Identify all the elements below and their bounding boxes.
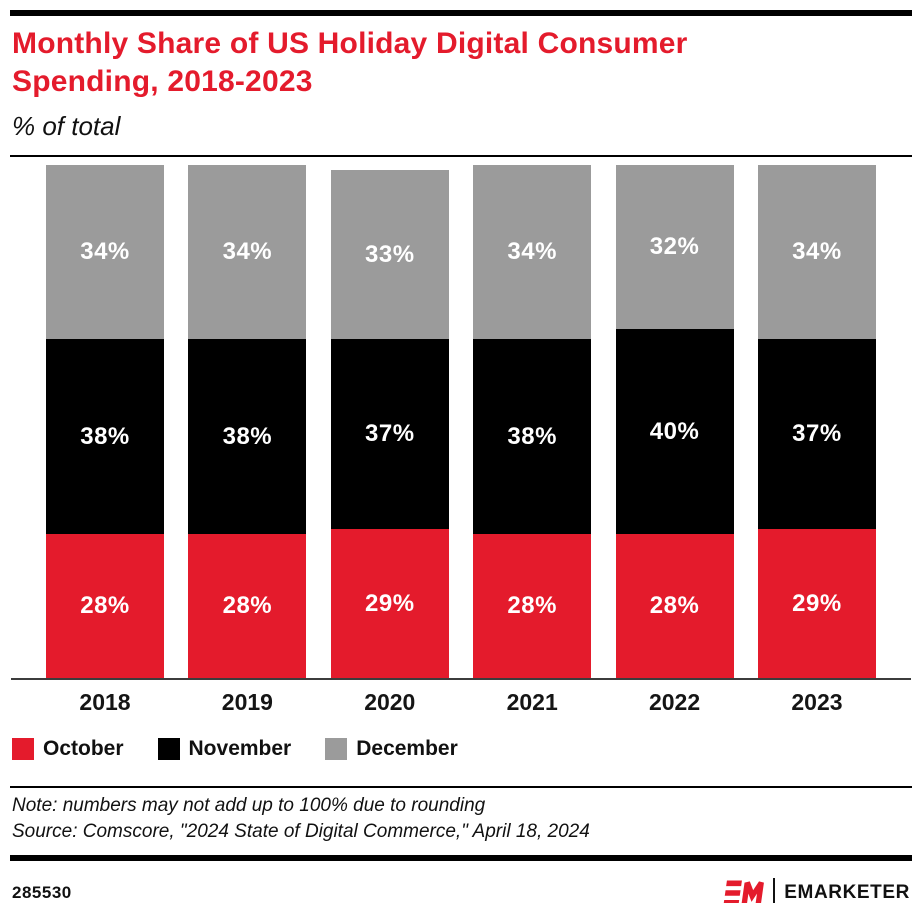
segment-december-2019: 34% [188,165,307,339]
bar-2022: 32% 40% 28% [615,165,734,678]
bar-2018: 34% 38% 28% [46,165,164,678]
logo-divider [772,877,776,903]
segment-november-2023: 37% [757,339,876,529]
data-label: 37% [365,420,415,447]
segment-october-2018: 28% [46,534,164,678]
bar-2023: 34% 37% 29% [757,165,876,678]
x-label-2018: 2018 [79,689,131,715]
data-label: 38% [222,422,273,450]
data-label: 34% [792,238,842,265]
legend-swatch-december [325,738,348,760]
note-text: Note: numbers may not add up to 100% due… [12,795,486,816]
bars: 34% 38% 28% 34% 38% 28% 33% 37% 29% 34% 38% 28% 32% 4… [11,165,911,680]
segment-december-2022: 32% [615,165,734,329]
data-label: 37% [792,420,842,447]
segment-november-2019: 38% [188,339,307,534]
top-rule [10,10,912,16]
segment-december-2020: 33% [330,170,449,339]
legend-item-november: November [157,737,292,761]
segment-november-2018: 38% [46,339,164,534]
data-label: 38% [80,422,130,450]
footer: 285530 EMARKETER [10,876,912,903]
segment-october-2021: 28% [473,534,592,678]
segment-october-2020: 29% [330,529,449,678]
segment-october-2022: 28% [615,534,734,678]
stacked-bar-chart: 34% 38% 28% 34% 38% 28% 33% 37% 29% 34% 38% 28% 32% 4… [10,165,912,716]
data-label: 34% [80,238,130,265]
x-axis-labels: 2018 2019 2020 2021 2022 2023 [11,680,911,716]
x-label-2022: 2022 [648,689,701,715]
bar-2019: 34% 38% 28% [188,165,307,678]
header-divider [10,155,912,157]
data-label: 38% [507,422,557,450]
segment-october-2019: 28% [188,534,307,678]
x-label-2023: 2023 [791,689,843,715]
footnote: Note: numbers may not add up to 100% due… [10,786,912,852]
segment-october-2023: 29% [757,529,876,678]
data-label: 28% [507,592,557,619]
x-label-2021: 2021 [506,689,558,715]
source-text: Source: Comscore, "2024 State of Digital… [12,821,590,842]
data-label: 29% [792,589,842,617]
bar-2020: 33% 37% 29% [330,170,449,678]
segment-december-2023: 34% [757,165,876,339]
legend-label-november: November [188,737,292,760]
legend-swatch-november [157,738,180,760]
emarketer-logo-icon [723,880,764,903]
bottom-rule [10,855,912,861]
legend-label-december: December [356,737,458,760]
legend-item-october: October [12,737,124,761]
legend-item-december: December [325,737,458,761]
segment-december-2021: 34% [473,165,592,339]
x-label-2019: 2019 [221,689,273,715]
x-label-2020: 2020 [364,689,416,715]
data-label: 28% [80,592,130,619]
chart-id: 285530 [12,883,72,902]
data-label: 32% [649,233,700,260]
bar-2021: 34% 38% 28% [473,165,592,678]
segment-november-2022: 40% [615,329,734,534]
data-label: 34% [222,238,273,265]
legend: October November December [12,737,912,761]
chart-title: Monthly Share of US Holiday Digital Cons… [12,27,688,98]
legend-label-october: October [43,737,124,760]
data-label: 28% [222,592,273,619]
segment-november-2021: 38% [473,339,592,534]
data-label: 33% [365,240,415,268]
data-label: 28% [649,592,700,619]
data-label: 34% [507,238,557,265]
segment-december-2018: 34% [46,165,164,339]
brand-logo: EMARKETER [720,877,910,903]
chart-subtitle: % of total [12,111,121,141]
segment-november-2020: 37% [330,339,449,529]
brand-name: EMARKETER [784,882,910,903]
legend-swatch-october [12,738,34,760]
data-label: 40% [649,417,700,445]
data-label: 29% [365,589,415,617]
